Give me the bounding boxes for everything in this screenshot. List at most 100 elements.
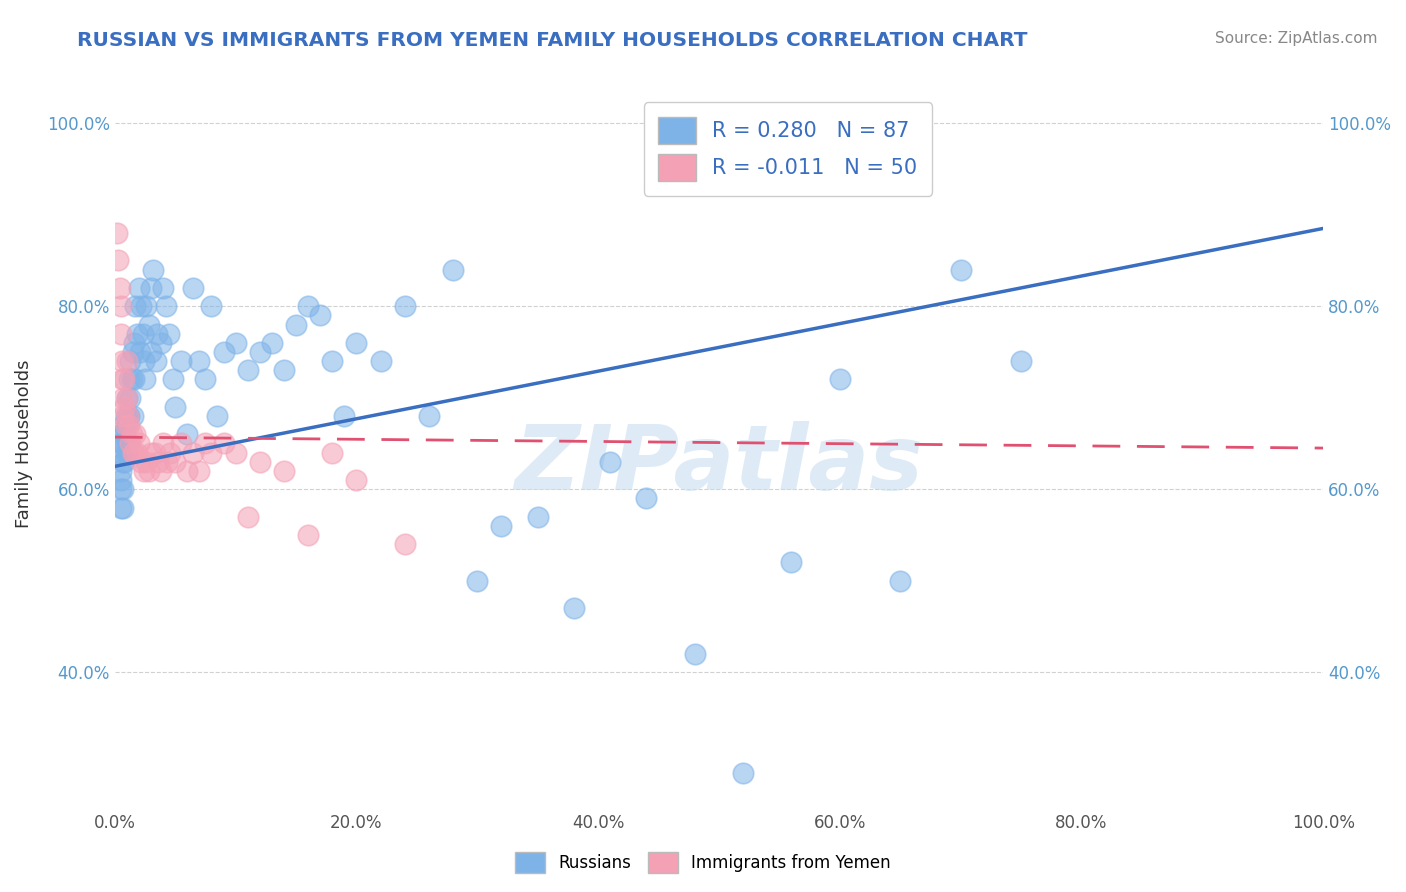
Point <box>117 409 139 423</box>
Point <box>117 436 139 450</box>
Point <box>122 345 145 359</box>
Point <box>122 372 145 386</box>
Point <box>780 556 803 570</box>
Point <box>122 335 145 350</box>
Point <box>122 445 145 459</box>
Point <box>273 464 295 478</box>
Point <box>122 409 145 423</box>
Point <box>188 464 211 478</box>
Point <box>128 281 150 295</box>
Point <box>115 354 138 368</box>
Point <box>117 409 139 423</box>
Point <box>110 464 132 478</box>
Point <box>132 464 155 478</box>
Point <box>188 354 211 368</box>
Point <box>110 500 132 515</box>
Point <box>120 436 142 450</box>
Point <box>491 519 513 533</box>
Point <box>142 262 165 277</box>
Point <box>121 427 143 442</box>
Point <box>115 445 138 459</box>
Point <box>145 354 167 368</box>
Point <box>225 335 247 350</box>
Point <box>828 372 851 386</box>
Point <box>107 253 129 268</box>
Point <box>181 281 204 295</box>
Point <box>194 436 217 450</box>
Point <box>112 500 135 515</box>
Point <box>321 354 343 368</box>
Point <box>110 445 132 459</box>
Point <box>135 455 157 469</box>
Point <box>200 445 222 459</box>
Point <box>135 299 157 313</box>
Text: ZIPatlas: ZIPatlas <box>515 421 924 509</box>
Point <box>132 354 155 368</box>
Point <box>181 445 204 459</box>
Point <box>115 391 138 405</box>
Point <box>309 309 332 323</box>
Point <box>120 354 142 368</box>
Point <box>599 455 621 469</box>
Point <box>149 335 172 350</box>
Point <box>249 345 271 359</box>
Point <box>112 436 135 450</box>
Point <box>138 318 160 332</box>
Point <box>321 445 343 459</box>
Point <box>131 299 153 313</box>
Point <box>122 445 145 459</box>
Point <box>112 418 135 433</box>
Point <box>146 326 169 341</box>
Point <box>131 326 153 341</box>
Point <box>112 409 135 423</box>
Point <box>110 482 132 496</box>
Point <box>465 574 488 588</box>
Point <box>114 409 136 423</box>
Point <box>273 363 295 377</box>
Point <box>118 409 141 423</box>
Point <box>148 455 170 469</box>
Point <box>138 464 160 478</box>
Point <box>370 354 392 368</box>
Point <box>121 372 143 386</box>
Text: RUSSIAN VS IMMIGRANTS FROM YEMEN FAMILY HOUSEHOLDS CORRELATION CHART: RUSSIAN VS IMMIGRANTS FROM YEMEN FAMILY … <box>77 31 1028 50</box>
Point <box>170 436 193 450</box>
Point <box>112 455 135 469</box>
Point <box>165 400 187 414</box>
Point <box>441 262 464 277</box>
Point <box>110 299 132 313</box>
Point <box>143 445 166 459</box>
Point <box>162 372 184 386</box>
Point <box>297 299 319 313</box>
Point <box>394 537 416 551</box>
Point <box>418 409 440 423</box>
Point <box>159 445 181 459</box>
Point <box>156 455 179 469</box>
Point <box>111 372 134 386</box>
Point <box>139 281 162 295</box>
Point <box>111 354 134 368</box>
Point <box>212 345 235 359</box>
Point <box>115 418 138 433</box>
Point <box>120 391 142 405</box>
Point <box>105 226 128 240</box>
Point <box>112 482 135 496</box>
Point <box>176 464 198 478</box>
Point <box>110 326 132 341</box>
Point <box>236 509 259 524</box>
Point <box>562 601 585 615</box>
Point <box>152 281 174 295</box>
Point <box>114 445 136 459</box>
Point <box>125 326 148 341</box>
Point <box>125 445 148 459</box>
Point <box>170 354 193 368</box>
Point <box>118 418 141 433</box>
Point <box>128 436 150 450</box>
Point <box>346 335 368 350</box>
Point <box>889 574 911 588</box>
Point <box>124 427 146 442</box>
Point <box>225 445 247 459</box>
Point <box>129 345 152 359</box>
Point <box>110 436 132 450</box>
Point <box>949 262 972 277</box>
